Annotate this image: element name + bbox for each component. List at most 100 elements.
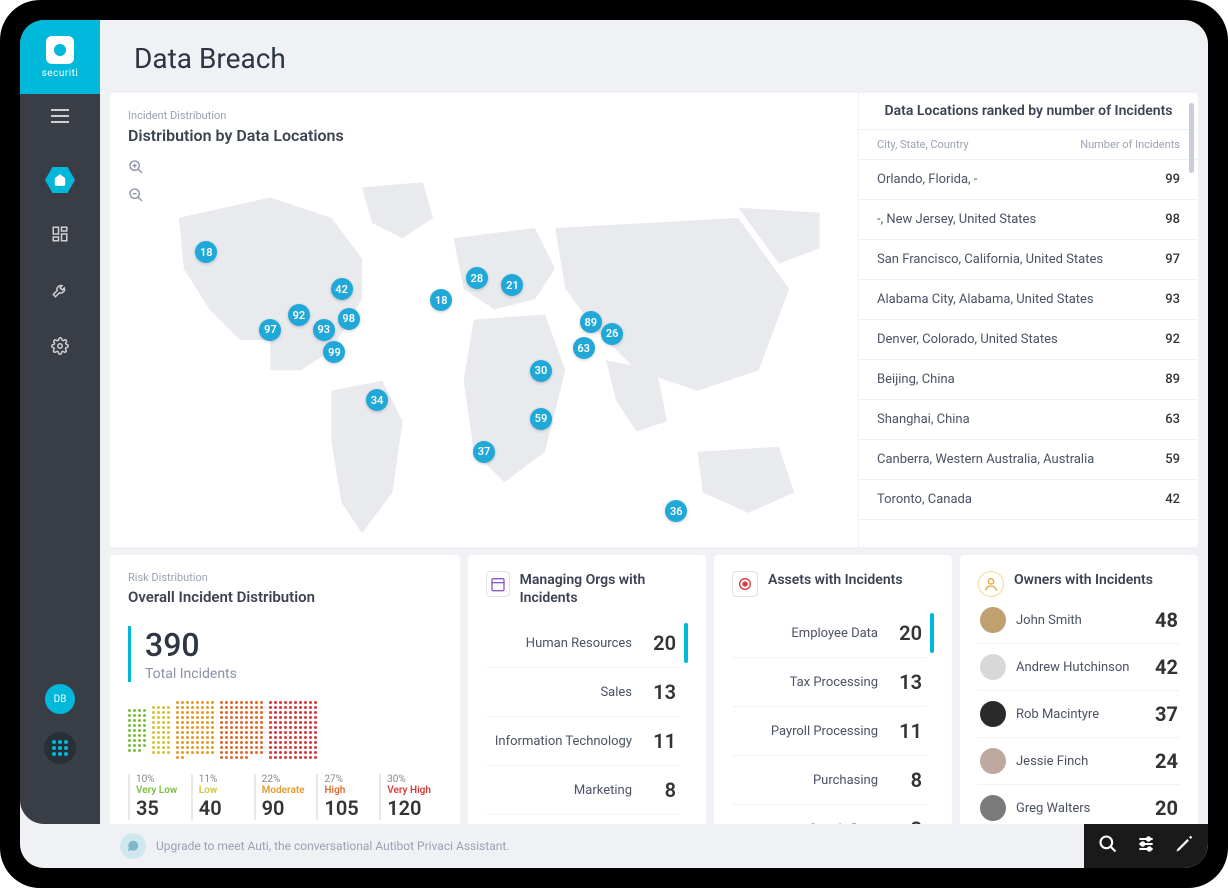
world-map[interactable]: 18 42 92 97 9398 99 18 28 21 34 37 30 63 8926 59 36 — [128, 167, 840, 537]
map-marker[interactable]: 42 — [331, 278, 353, 300]
bucket-percent: 11% — [199, 774, 254, 785]
rank-location: Canberra, Western Australia, Australia — [877, 452, 1094, 467]
rank-row[interactable]: Alabama City, Alabama, United States93 — [859, 280, 1198, 320]
owner-row[interactable]: Andrew Hutchinson42 — [978, 644, 1180, 691]
map-marker[interactable]: 30 — [530, 360, 552, 382]
map-marker[interactable]: 18 — [430, 289, 452, 311]
owner-avatar — [980, 654, 1006, 680]
rank-row[interactable]: Shanghai, China63 — [859, 400, 1198, 440]
assets-title: Assets with Incidents — [768, 571, 903, 589]
map-marker[interactable]: 28 — [466, 267, 488, 289]
nav-item-settings[interactable] — [45, 331, 75, 361]
risk-bucket: 11%Low40 — [191, 774, 254, 820]
bucket-level: Very High — [387, 785, 442, 796]
map-marker[interactable]: 34 — [366, 389, 388, 411]
owner-row[interactable]: Greg Walters20 — [978, 785, 1180, 824]
risk-bucket: 22%Moderate90 — [254, 774, 317, 820]
owner-count: 42 — [1155, 655, 1178, 679]
list-item[interactable]: Purchasing8 — [732, 756, 926, 805]
owner-name: Greg Walters — [1016, 801, 1145, 816]
brand-icon — [46, 36, 74, 64]
rank-count: 98 — [1165, 212, 1180, 227]
rank-row[interactable]: San Francisco, California, United States… — [859, 240, 1198, 280]
map-marker[interactable]: 99 — [323, 341, 345, 363]
map-marker[interactable]: 18 — [195, 241, 217, 263]
list-item-name: Purchasing — [736, 773, 892, 788]
sidebar: securiti — [20, 20, 100, 824]
chat-icon[interactable] — [120, 833, 146, 859]
nav-item-dashboard[interactable] — [45, 219, 75, 249]
risk-title: Overall Incident Distribution — [128, 588, 442, 606]
list-item-count: 20 — [646, 631, 676, 655]
rank-row[interactable]: Orlando, Florida, -99 — [859, 160, 1198, 200]
map-marker[interactable]: 98 — [338, 308, 360, 330]
target-icon — [732, 571, 758, 597]
footer-text: Upgrade to meet Auti, the conversational… — [156, 839, 510, 853]
owner-avatar — [980, 795, 1006, 821]
menu-toggle-icon[interactable] — [51, 108, 69, 127]
list-item-count: 13 — [646, 680, 676, 704]
map-marker[interactable]: 59 — [530, 408, 552, 430]
rank-location: Beijing, China — [877, 372, 955, 387]
orgs-title: Managing Orgs with Incidents — [520, 571, 688, 607]
owner-row[interactable]: John Smith48 — [978, 597, 1180, 644]
list-item-count: 13 — [892, 670, 922, 694]
list-item[interactable]: Tax Processing13 — [732, 658, 926, 707]
nav-item-home[interactable] — [45, 167, 75, 193]
list-item[interactable]: Information Technology11 — [486, 717, 680, 766]
list-item[interactable]: Employee Data20 — [732, 609, 926, 658]
list-item-count: 3 — [892, 817, 922, 824]
rank-title: Data Locations ranked by number of Incid… — [859, 93, 1198, 130]
map-marker[interactable]: 37 — [473, 441, 495, 463]
brand-logo[interactable]: securiti — [20, 20, 100, 94]
rank-row[interactable]: Beijing, China89 — [859, 360, 1198, 400]
rank-count: 63 — [1165, 412, 1180, 427]
main-content: Data Breach Incident Distribution Distri… — [100, 20, 1208, 824]
list-item-name: Supply Data — [736, 822, 892, 825]
filter-icon[interactable] — [1136, 834, 1156, 858]
dist-column — [176, 701, 214, 759]
rank-location: Denver, Colorado, United States — [877, 332, 1058, 347]
map-marker[interactable]: 36 — [665, 500, 687, 522]
bucket-percent: 22% — [262, 774, 317, 785]
map-marker[interactable]: 93 — [313, 319, 335, 341]
rank-row[interactable]: Toronto, Canada42 — [859, 480, 1198, 520]
search-icon[interactable] — [1098, 834, 1118, 858]
list-item-name: Payroll Processing — [736, 724, 892, 739]
distribution-chart — [128, 700, 442, 760]
list-item[interactable]: Sales13 — [486, 668, 680, 717]
edit-icon[interactable] — [1174, 834, 1194, 858]
map-marker[interactable]: 92 — [288, 304, 310, 326]
owner-row[interactable]: Jessie Finch24 — [978, 738, 1180, 785]
risk-bucket: 10%Very Low35 — [128, 774, 191, 820]
list-item-count: 20 — [892, 621, 922, 645]
list-item[interactable]: Marketing8 — [486, 766, 680, 815]
owner-count: 37 — [1155, 702, 1178, 726]
owner-row[interactable]: Rob Macintyre 37 — [978, 691, 1180, 738]
list-item[interactable]: Supply Data3 — [732, 805, 926, 824]
map-marker[interactable]: 21 — [501, 274, 523, 296]
rank-row[interactable]: Denver, Colorado, United States92 — [859, 320, 1198, 360]
apps-menu-icon[interactable] — [44, 732, 76, 764]
map-marker[interactable]: 97 — [259, 319, 281, 341]
total-incidents-value: 390 — [145, 626, 442, 664]
rank-row[interactable]: -, New Jersey, United States98 — [859, 200, 1198, 240]
brand-name: securiti — [42, 68, 79, 79]
list-item[interactable]: Payroll Processing11 — [732, 707, 926, 756]
rank-list[interactable]: Orlando, Florida, -99-, New Jersey, Unit… — [859, 160, 1198, 530]
list-item[interactable]: Business Development3 — [486, 815, 680, 824]
map-title: Distribution by Data Locations — [128, 126, 840, 145]
map-marker[interactable]: 26 — [601, 323, 623, 345]
list-item-name: Information Technology — [490, 734, 646, 749]
user-avatar[interactable]: DB — [45, 684, 75, 714]
map-marker[interactable]: 89 — [580, 311, 602, 333]
nav-item-tools[interactable] — [45, 275, 75, 305]
rank-row[interactable]: Cape Town, South Africa37 — [859, 520, 1198, 530]
map-marker[interactable]: 63 — [573, 337, 595, 359]
dist-column — [269, 701, 317, 759]
list-item-name: Employee Data — [736, 626, 892, 641]
list-item[interactable]: Human Resources20 — [486, 619, 680, 668]
bucket-percent: 27% — [324, 774, 379, 785]
owner-name: Rob Macintyre — [1016, 707, 1145, 722]
rank-row[interactable]: Canberra, Western Australia, Australia59 — [859, 440, 1198, 480]
